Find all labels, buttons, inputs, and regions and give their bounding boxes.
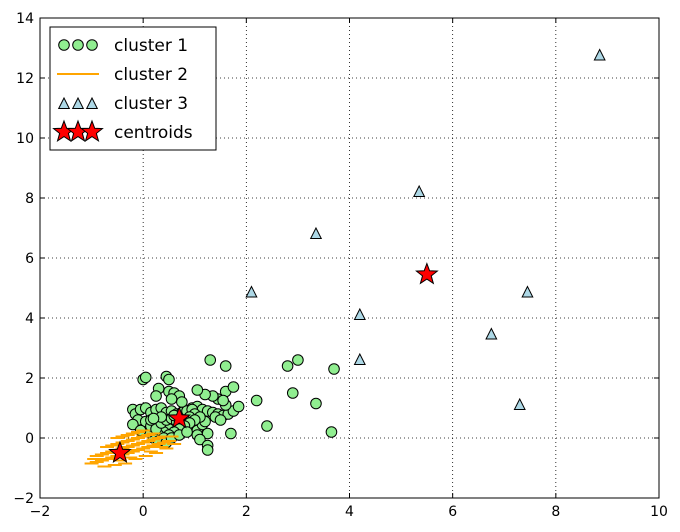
legend-item-cluster-3: cluster 3 bbox=[57, 94, 188, 114]
y-tick-label: 14 bbox=[16, 11, 34, 27]
legend-marker bbox=[72, 39, 84, 51]
centroids-point bbox=[167, 406, 192, 429]
cluster-3-point bbox=[593, 48, 606, 61]
y-tick-label: 6 bbox=[25, 251, 34, 267]
legend-marker bbox=[86, 39, 98, 51]
cluster-1-point bbox=[325, 426, 338, 438]
cluster-1-point bbox=[194, 433, 206, 446]
cluster-1-point bbox=[147, 412, 160, 425]
legend-marker bbox=[80, 119, 104, 143]
legend-item-cluster-2: cluster 2 bbox=[57, 65, 188, 85]
x-tick-label: −2 bbox=[30, 504, 51, 520]
cluster-1-point bbox=[328, 363, 340, 375]
cluster-1-point bbox=[165, 393, 178, 405]
x-tick-label: 6 bbox=[448, 504, 457, 520]
cluster-1-point bbox=[201, 427, 214, 440]
legend-marker bbox=[85, 96, 99, 109]
x-tick-label: 10 bbox=[650, 504, 668, 520]
x-tick-label: 0 bbox=[139, 504, 148, 520]
series-centroids bbox=[108, 262, 439, 464]
cluster-3-point bbox=[353, 352, 366, 365]
legend-item-cluster-1: cluster 1 bbox=[58, 36, 188, 56]
legend-label: cluster 2 bbox=[114, 65, 188, 85]
legend-label: centroids bbox=[114, 123, 193, 143]
centroids-point bbox=[415, 262, 439, 285]
cluster-3-point bbox=[353, 307, 366, 320]
y-tick-label: 4 bbox=[25, 311, 34, 327]
cluster-1-point bbox=[217, 394, 229, 407]
y-tick-label: 8 bbox=[25, 191, 34, 207]
x-tick-label: 2 bbox=[242, 504, 251, 520]
cluster-3-point bbox=[521, 285, 534, 298]
cluster-1-point bbox=[250, 394, 263, 407]
cluster-3-point bbox=[485, 327, 498, 340]
cluster-1-point bbox=[150, 390, 162, 402]
series-cluster-3 bbox=[245, 48, 606, 410]
y-tick-label: 2 bbox=[25, 371, 34, 387]
legend-label: cluster 1 bbox=[114, 36, 188, 56]
cluster-1-point bbox=[204, 354, 217, 366]
x-tick-label: 8 bbox=[551, 504, 560, 520]
cluster-3-point bbox=[309, 226, 323, 239]
legend-item-centroids: centroids bbox=[52, 119, 193, 143]
x-tick-label: 4 bbox=[345, 504, 354, 520]
cluster-3-point bbox=[513, 397, 526, 410]
centroids-point bbox=[108, 440, 132, 464]
cluster-1-point bbox=[163, 373, 175, 386]
cluster-1-point bbox=[201, 444, 214, 456]
cluster-1-point bbox=[139, 371, 152, 384]
cluster-1-point bbox=[310, 397, 322, 410]
y-tick-label: −2 bbox=[13, 491, 34, 507]
cluster-1-point bbox=[286, 387, 299, 399]
cluster-1-point bbox=[232, 400, 245, 413]
axis-ticks: −2 0 2 4 6 8 10 −2 0 2 4 6 8 10 12 14 bbox=[13, 11, 668, 520]
cluster-3-point bbox=[413, 184, 426, 197]
cluster-1-point bbox=[281, 360, 294, 372]
legend-marker bbox=[57, 96, 71, 109]
cluster-1-point bbox=[261, 420, 273, 432]
cluster-1-point bbox=[127, 418, 139, 431]
cluster-1-point bbox=[219, 360, 232, 372]
y-tick-label: 10 bbox=[16, 131, 34, 147]
cluster-3-point bbox=[245, 285, 258, 298]
cluster-1-point bbox=[292, 354, 304, 366]
legend-marker bbox=[71, 96, 85, 109]
cluster-1-point bbox=[227, 381, 240, 393]
series-cluster-2 bbox=[84, 429, 182, 468]
cluster-1-point bbox=[191, 384, 204, 396]
cluster-1-point bbox=[181, 426, 193, 438]
y-tick-label: 0 bbox=[25, 431, 34, 447]
cluster-1-point bbox=[214, 414, 227, 426]
legend: cluster 1 cluster 2 cluster 3 centroids bbox=[49, 26, 217, 151]
cluster-1-point bbox=[225, 427, 237, 440]
data-points bbox=[84, 48, 606, 468]
y-tick-label: 12 bbox=[16, 71, 34, 87]
legend-marker bbox=[58, 39, 70, 51]
legend-label: cluster 3 bbox=[114, 94, 188, 114]
